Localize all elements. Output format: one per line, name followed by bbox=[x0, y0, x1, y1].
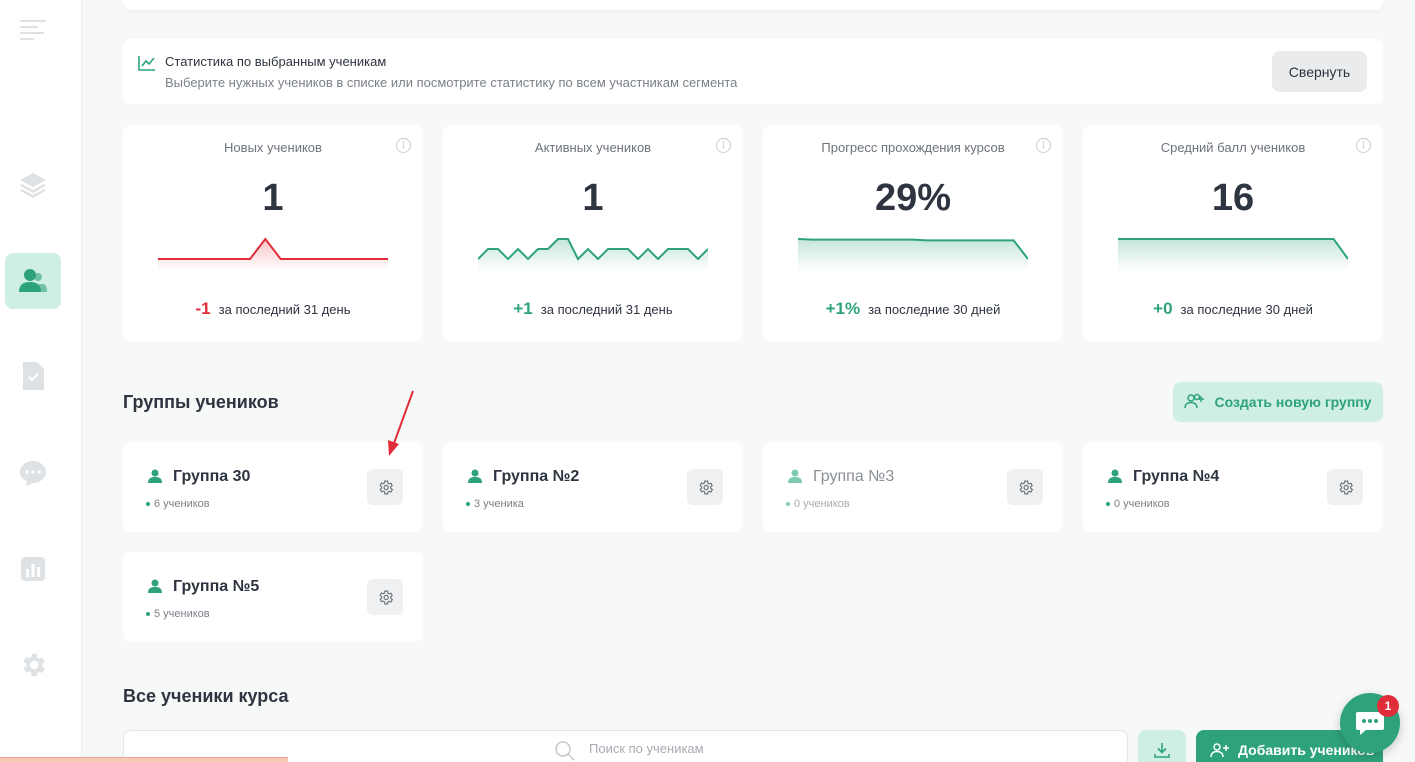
stat-value: 16 bbox=[1211, 177, 1255, 219]
group-card[interactable]: Группа №5 5 учеников bbox=[123, 552, 423, 642]
delta-text: за последний 31 день bbox=[218, 302, 351, 317]
stat-card-active-students: Активных учеников i 1 +1 за последний 31 … bbox=[443, 125, 743, 341]
delta-value: -1 bbox=[195, 299, 211, 318]
group-name: Группа №4 bbox=[1133, 468, 1220, 485]
delta-value: +1% bbox=[825, 299, 861, 318]
info-icon[interactable]: i bbox=[1356, 138, 1371, 153]
analytics-icon[interactable] bbox=[5, 541, 61, 597]
sparkline-line bbox=[798, 238, 1028, 260]
stats-banner-title: Статистика по выбранным ученикам bbox=[165, 54, 387, 69]
top-panel bbox=[123, 0, 1383, 10]
info-icon[interactable]: i bbox=[396, 138, 411, 153]
gear-icon bbox=[378, 590, 393, 604]
stats-banner-subtitle: Выберите нужных учеников в списке или по… bbox=[165, 75, 738, 90]
sparkline-area bbox=[1118, 239, 1348, 271]
stat-card-average-score: Средний балл учеников i 16 +0 за последни… bbox=[1083, 125, 1383, 341]
stat-label: Активных учеников bbox=[534, 140, 652, 155]
stat-label: Прогресс прохождения курсов bbox=[821, 140, 1005, 155]
search-input[interactable] bbox=[589, 741, 889, 756]
group-settings-button[interactable] bbox=[367, 579, 403, 615]
sparkline-chart bbox=[1118, 238, 1348, 271]
gear-icon bbox=[698, 480, 713, 494]
group-settings-button[interactable] bbox=[1007, 469, 1043, 505]
sparkline-area bbox=[798, 239, 1028, 271]
info-icon[interactable]: i bbox=[1036, 138, 1051, 153]
chat-notification-badge: 1 bbox=[1377, 695, 1399, 717]
user-icon bbox=[787, 468, 803, 489]
sparkline-chart bbox=[158, 237, 388, 271]
chat-icon[interactable] bbox=[5, 445, 61, 501]
document-check-icon[interactable] bbox=[5, 348, 61, 404]
layers-icon[interactable] bbox=[5, 157, 61, 213]
search-icon bbox=[554, 740, 576, 762]
group-card[interactable]: Группа №2 3 ученика bbox=[443, 442, 743, 532]
sparkline-area bbox=[158, 239, 388, 271]
sparkline-chart bbox=[798, 238, 1028, 271]
download-icon bbox=[1154, 743, 1170, 758]
delta-text: за последние 30 дней bbox=[1180, 302, 1313, 317]
gear-icon[interactable] bbox=[5, 637, 61, 693]
search-box bbox=[123, 730, 1128, 762]
stat-delta: -1 за последний 31 день bbox=[123, 299, 423, 319]
group-name: Группа №3 bbox=[813, 468, 895, 485]
group-name: Группа №2 bbox=[493, 468, 580, 485]
group-count: 0 учеников bbox=[1106, 498, 1170, 510]
download-button[interactable] bbox=[1138, 730, 1186, 762]
sidebar bbox=[0, 0, 82, 762]
stat-delta: +1 за последний 31 день bbox=[443, 299, 743, 319]
add-user-icon bbox=[1210, 743, 1229, 758]
group-settings-button[interactable] bbox=[1327, 469, 1363, 505]
gear-icon bbox=[378, 480, 393, 494]
delta-text: за последние 30 дней bbox=[868, 302, 1001, 317]
delta-value: +0 bbox=[1153, 299, 1173, 318]
stat-label: Новых учеников bbox=[224, 140, 322, 155]
group-count: 0 учеников bbox=[786, 498, 850, 510]
stat-label: Средний балл учеников bbox=[1160, 140, 1306, 155]
stat-card-new-students: Новых учеников i 1 -1 за последний 31 ден… bbox=[123, 125, 423, 341]
group-name: Группа 30 bbox=[173, 468, 251, 485]
delta-value: +1 bbox=[513, 299, 533, 318]
stats-banner: Статистика по выбранным ученикам Выберит… bbox=[123, 39, 1383, 104]
add-users-icon bbox=[1184, 393, 1206, 412]
chat-bubble-icon bbox=[1356, 712, 1384, 735]
group-count: 5 учеников bbox=[146, 608, 210, 620]
group-settings-button[interactable] bbox=[687, 469, 723, 505]
notification-bar bbox=[0, 757, 288, 762]
sparkline-line bbox=[158, 237, 388, 260]
sparkline-line bbox=[478, 238, 708, 261]
groups-title: Группы учеников bbox=[123, 392, 279, 412]
info-icon[interactable]: i bbox=[716, 138, 731, 153]
group-card[interactable]: Группа №4 0 учеников bbox=[1083, 442, 1383, 532]
group-settings-button[interactable] bbox=[367, 469, 403, 505]
user-icon bbox=[147, 578, 163, 599]
students-title: Все ученики курса bbox=[123, 686, 289, 706]
user-icon bbox=[147, 468, 163, 489]
user-icon bbox=[1107, 468, 1123, 489]
annotation-arrow-icon bbox=[388, 390, 414, 456]
group-card[interactable]: Группа №3 0 учеников bbox=[763, 442, 1063, 532]
stat-card-course-progress: Прогресс прохождения курсов i 29% +1% за … bbox=[763, 125, 1063, 341]
delta-text: за последний 31 день bbox=[540, 302, 673, 317]
group-count: 3 ученика bbox=[466, 498, 524, 510]
gear-icon bbox=[1018, 480, 1033, 494]
sparkline-chart bbox=[478, 238, 708, 271]
collapse-button[interactable]: Свернуть bbox=[1272, 51, 1367, 92]
users-icon[interactable] bbox=[5, 253, 61, 309]
add-students-label: Добавить учеников bbox=[1238, 742, 1375, 758]
group-name: Группа №5 bbox=[173, 578, 260, 595]
stat-value: 1 bbox=[262, 177, 284, 219]
user-icon bbox=[467, 468, 483, 489]
gear-icon bbox=[1338, 480, 1353, 494]
group-card[interactable]: Группа 30 6 учеников bbox=[123, 442, 423, 532]
sparkline-line bbox=[1118, 238, 1348, 260]
menu-icon[interactable] bbox=[20, 18, 46, 45]
stat-value: 1 bbox=[582, 177, 604, 219]
create-group-button[interactable]: Создать новую группу bbox=[1173, 382, 1383, 422]
chart-line-icon bbox=[138, 55, 156, 76]
stat-delta: +1% за последние 30 дней bbox=[763, 299, 1063, 319]
create-group-label: Создать новую группу bbox=[1214, 394, 1372, 410]
group-count: 6 учеников bbox=[146, 498, 210, 510]
stat-value: 29% bbox=[874, 177, 952, 219]
stat-delta: +0 за последние 30 дней bbox=[1083, 299, 1383, 319]
